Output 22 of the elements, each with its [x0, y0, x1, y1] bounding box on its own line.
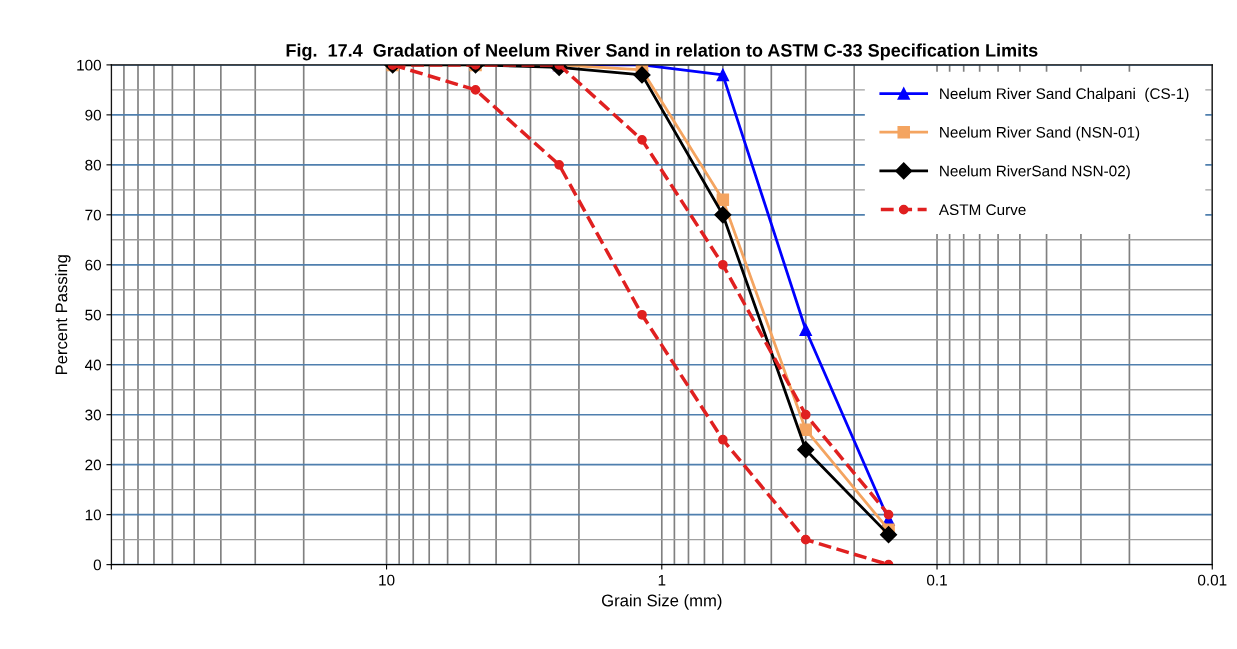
chart-title: Fig. 17.4 Gradation of Neelum River Sand in relation to ASTM C-33 Specification Limits	[286, 43, 1038, 61]
y-tick-label: 100	[77, 59, 102, 71]
y-tick-label: 70	[85, 209, 102, 221]
y-tick-label: 80	[85, 159, 102, 171]
x-tick-label: 10	[379, 574, 395, 586]
x-axis-title: Grain Size (mm)	[601, 594, 722, 610]
y-tick-label: 10	[85, 509, 102, 521]
y-tick-label: 60	[85, 259, 102, 271]
y-tick-label: 30	[85, 409, 102, 421]
y-tick-label: 50	[85, 309, 102, 321]
y-axis-title: Percent Passing	[55, 255, 71, 375]
legend-label: ASTM Curve	[938, 204, 1026, 216]
y-tick-label: 20	[85, 459, 102, 471]
legend-label: Neelum River Sand (NSN-01)	[940, 126, 1140, 141]
x-tick-label: 0.1	[927, 574, 947, 586]
legend-label: Neelum RiverSand NSN-02)	[940, 165, 1130, 180]
y-tick-label: 40	[84, 359, 102, 371]
legend-label: Neelum River Sand Chalpani (CS-1)	[940, 87, 1189, 103]
x-tick-label: 0.01	[1197, 574, 1227, 586]
y-tick-label: 90	[85, 109, 102, 121]
x-tick-label: 1	[658, 574, 666, 586]
y-tick-label: 0	[93, 559, 102, 571]
